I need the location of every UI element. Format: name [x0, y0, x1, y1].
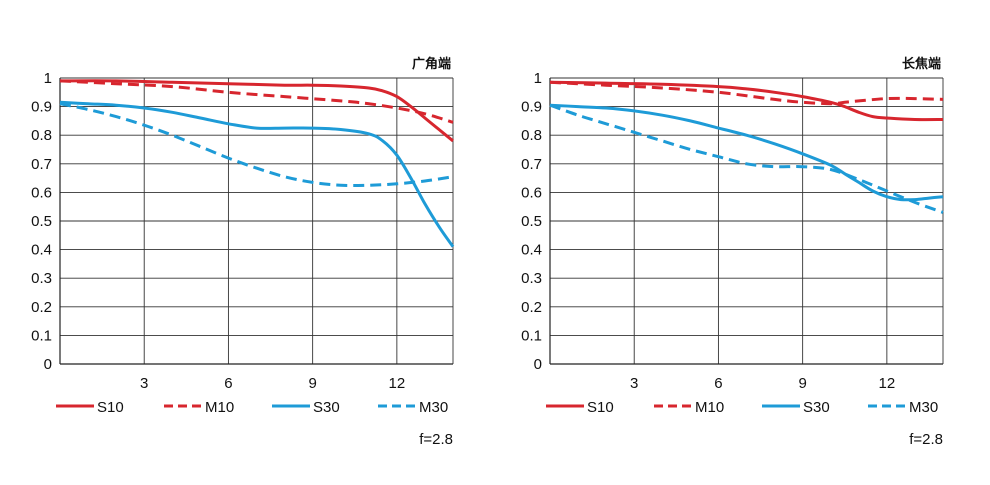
y-tick-label: 0.9	[521, 99, 542, 116]
series-line-s30	[549, 103, 944, 202]
legend-label-s10: S10	[587, 399, 614, 416]
y-tick-label: 0.8	[31, 127, 52, 144]
y-tick-label: 0	[44, 356, 52, 373]
legend-label-m30: M30	[419, 399, 448, 416]
series-line-m10	[59, 79, 454, 124]
legend-label-m10: M10	[695, 399, 724, 416]
series-line-m30	[549, 103, 944, 214]
legend-label-s10: S10	[97, 399, 124, 416]
x-tick-label: 3	[140, 375, 148, 392]
y-tick-label: 0.8	[521, 127, 542, 144]
y-tick-label: 0.4	[31, 242, 52, 259]
legend-label-s30: S30	[803, 399, 830, 416]
y-tick-label: 0.3	[521, 270, 542, 287]
series-line-s10	[549, 80, 944, 122]
y-tick-label: 0.7	[31, 156, 52, 173]
y-tick-label: 0.2	[521, 299, 542, 316]
chart-telephoto: 1 0.9 0.8 0.7 0.6 0.5 0.4 0.3 0.2 0.1 0 3 6 9 12 长焦端 S10…	[521, 56, 944, 448]
x-tick-label: 6	[714, 375, 722, 392]
x-tick-label: 12	[389, 375, 406, 392]
x-tick-label: 9	[308, 375, 316, 392]
x-tick-label: 6	[224, 375, 232, 392]
y-tick-label: 0.4	[521, 242, 542, 259]
y-tick-label: 0.9	[31, 99, 52, 116]
y-tick-label: 0.5	[521, 213, 542, 230]
legend-label-s30: S30	[313, 399, 340, 416]
series-line-m10	[549, 80, 944, 106]
y-tick-label: 0	[534, 356, 542, 373]
y-tick-label: 1	[44, 70, 52, 87]
grid	[549, 77, 944, 365]
y-tick-label: 0.2	[31, 299, 52, 316]
grid	[59, 77, 454, 365]
y-tick-label: 0.6	[31, 184, 52, 201]
y-tick-label: 0.7	[521, 156, 542, 173]
chart-title: 广角端	[412, 56, 451, 72]
y-tick-label: 0.5	[31, 213, 52, 230]
aperture-label: f=2.8	[419, 431, 453, 448]
series-line-s30	[59, 100, 455, 248]
y-tick-label: 0.1	[31, 327, 52, 344]
series-group	[549, 80, 944, 214]
legend-label-m10: M10	[205, 399, 234, 416]
x-tick-label: 12	[879, 375, 896, 392]
chart-title: 长焦端	[902, 56, 941, 72]
series-group	[59, 79, 455, 248]
y-tick-label: 0.3	[31, 270, 52, 287]
y-tick-label: 0.6	[521, 184, 542, 201]
series-line-m30	[59, 102, 454, 188]
legend: S10 M10 S30 M30	[56, 399, 448, 416]
legend-label-m30: M30	[909, 399, 938, 416]
x-tick-label: 3	[630, 375, 638, 392]
aperture-label: f=2.8	[909, 431, 943, 448]
series-line-s10	[59, 79, 454, 143]
legend: S10 M10 S30 M30	[546, 399, 938, 416]
chart-wide-angle: 1 0.9 0.8 0.7 0.6 0.5 0.4 0.3 0.2 0.1 0 3 6 9 12 广角端 S10…	[31, 56, 455, 448]
y-tick-label: 0.1	[521, 327, 542, 344]
y-tick-label: 1	[534, 70, 542, 87]
x-tick-label: 9	[798, 375, 806, 392]
